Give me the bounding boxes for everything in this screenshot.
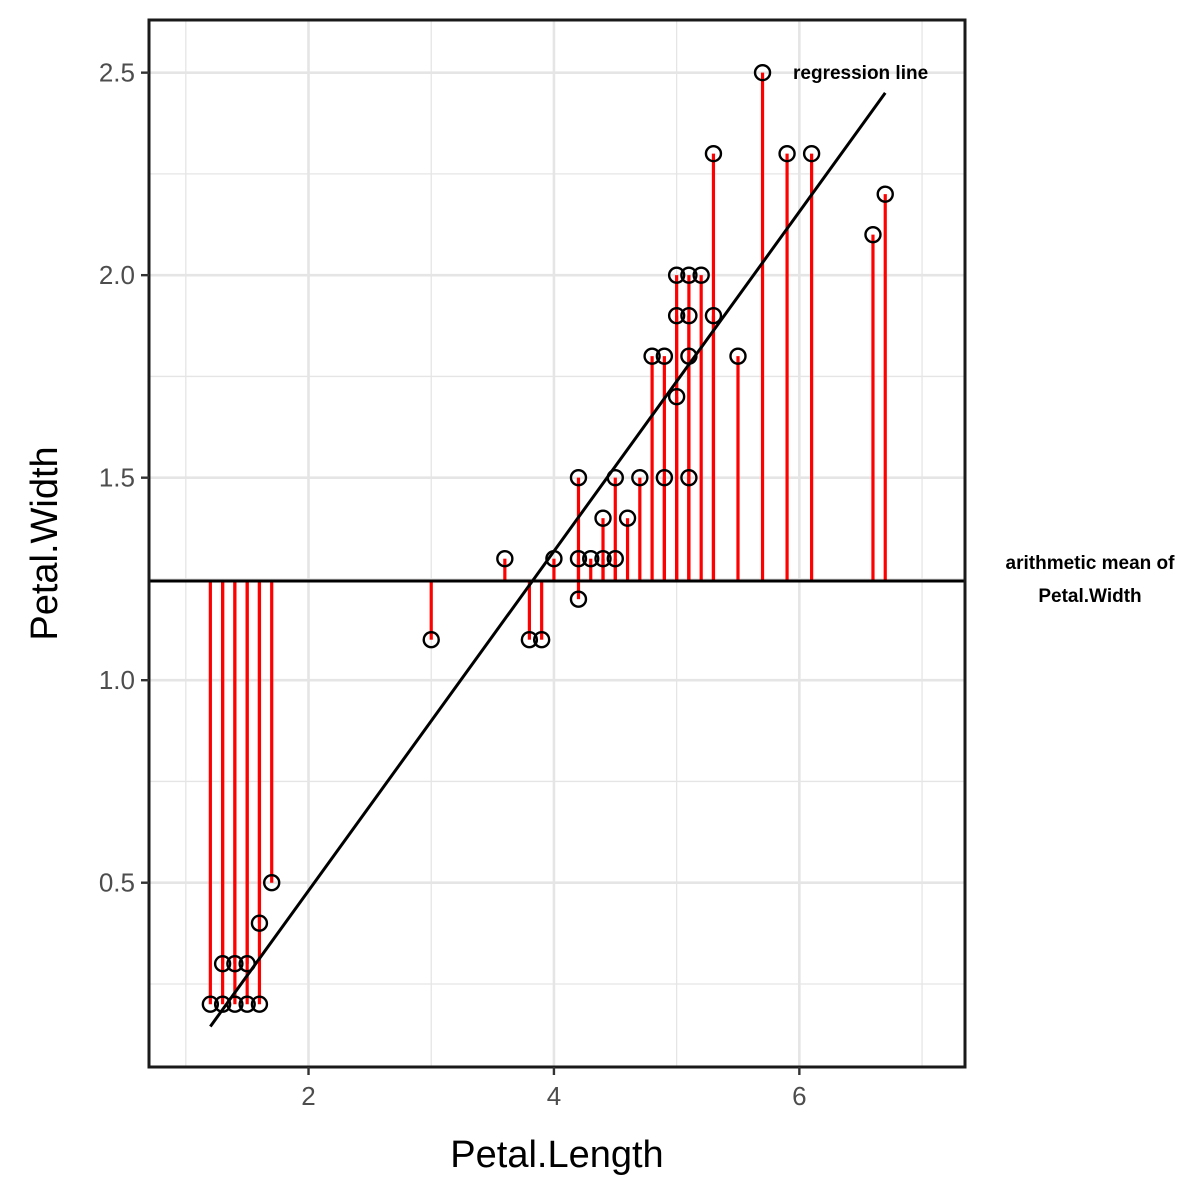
panel-border: [147, 18, 967, 1069]
x-tick-label: 4: [547, 1081, 561, 1111]
data-point: [606, 549, 624, 568]
data-point: [263, 874, 281, 892]
data-point: [667, 266, 686, 284]
data-point: [729, 347, 747, 365]
data-point: [238, 995, 256, 1013]
x-tick-label: 6: [792, 1081, 806, 1111]
data-point: [876, 185, 894, 203]
y-tick-label: 0.5: [99, 868, 135, 898]
data-point: [753, 63, 772, 82]
data-point: [643, 347, 661, 365]
data-point: [569, 549, 588, 568]
residual-lines: [208, 72, 887, 1005]
data-point: [594, 549, 612, 568]
data-point: [545, 549, 563, 568]
data-point: [692, 266, 710, 284]
data-point: [655, 468, 674, 487]
data-point: [680, 468, 698, 487]
y-axis-title: Petal.Width: [24, 446, 66, 640]
data-point: [606, 468, 624, 487]
x-tick-label: 2: [301, 1081, 315, 1111]
data-point: [250, 995, 269, 1013]
x-axis-title: Petal.Length: [450, 1134, 663, 1176]
data-point: [238, 955, 256, 973]
reference-lines: [149, 92, 965, 1028]
data-point: [704, 306, 723, 325]
data-point: [680, 266, 698, 284]
data-point: [704, 144, 723, 163]
y-tick-label: 1.0: [99, 665, 135, 695]
data-point: [213, 995, 232, 1013]
data-point: [594, 509, 612, 527]
mean-line-label-line2: Petal.Width: [1038, 586, 1141, 607]
axis-ticks: 2 4 6 0.5 1.0 1.5 2.0 2.5: [99, 58, 807, 1111]
y-tick-label: 1.5: [99, 463, 135, 493]
data-point: [667, 306, 686, 325]
data-point: [226, 955, 244, 973]
data-point: [532, 630, 551, 649]
mean-line-label-line1: arithmetic mean of: [1006, 553, 1176, 574]
regression-line: [209, 92, 887, 1028]
data-point: [250, 914, 269, 932]
data-point: [226, 995, 244, 1013]
data-point: [569, 468, 588, 487]
y-tick-label: 2.5: [99, 58, 135, 88]
data-point: [520, 630, 539, 649]
data-point: [582, 549, 600, 568]
data-point: [496, 549, 514, 568]
y-tick-label: 2.0: [99, 260, 135, 290]
data-point: [778, 144, 796, 163]
data-point: [802, 144, 821, 163]
data-point: [422, 630, 440, 649]
data-point: [213, 955, 232, 973]
regression-line-label: regression line: [793, 63, 928, 84]
data-point: [864, 225, 882, 244]
data-point: [618, 509, 637, 527]
data-point: [655, 347, 674, 365]
data-point: [201, 995, 220, 1013]
data-point: [680, 306, 698, 325]
data-point: [631, 468, 649, 487]
data-point: [569, 590, 588, 608]
data-points: [201, 63, 894, 1013]
data-point: [667, 387, 686, 406]
data-point: [680, 347, 698, 365]
